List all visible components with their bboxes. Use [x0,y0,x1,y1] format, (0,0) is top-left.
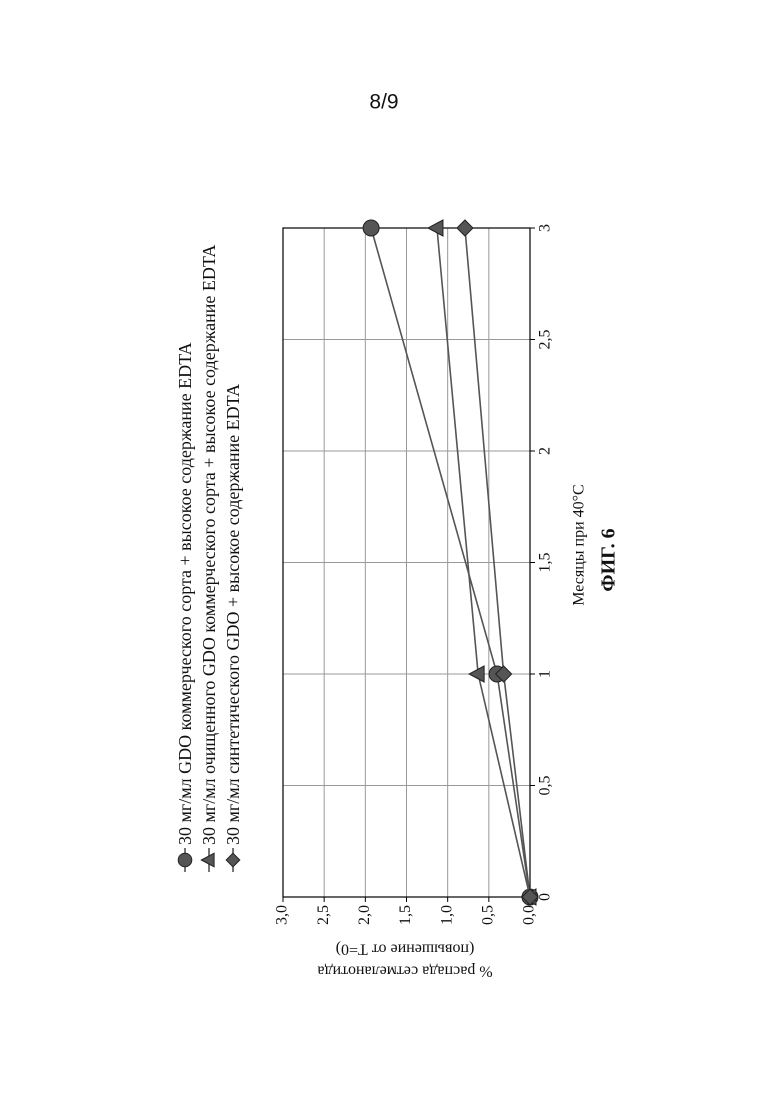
y-tick-label: 1,5 [397,905,414,925]
y-axis-title: (повышение от T=0) [336,940,475,957]
y-tick-label: 3,0 [274,905,291,925]
marker [363,220,379,236]
legend-marker [178,853,192,867]
x-tick-label: 0 [537,893,554,901]
marker [469,666,484,682]
page-canvas: 8/9 Месяцы при 40°С ФИГ. 6 % распада сет… [0,0,780,1103]
y-tick-label: 2,5 [315,905,332,925]
x-tick-label: 0,5 [537,776,554,796]
x-axis-title: Месяцы при 40°С [571,484,588,605]
x-tick-label: 1,5 [537,553,554,573]
legend-box: 30 мг/мл GDO коммерческого сорта + высок… [173,220,245,845]
x-tick-label: 3 [537,224,554,232]
y-axis-title: % распада сетмеланотида [317,962,492,979]
y-tick-label: 0,0 [521,905,538,925]
y-tick-label: 0,5 [480,905,497,925]
figure-label: ФИГ. 6 [598,528,620,591]
x-tick-label: 2 [537,447,554,455]
page-number: 8/9 [369,91,398,114]
legend-marker [201,853,214,867]
page: 8/9 Месяцы при 40°С ФИГ. 6 % распада сет… [0,0,780,1103]
legend-label: 30 мг/мл GDO коммерческого сорта + высок… [173,220,197,845]
chart: Месяцы при 40°С ФИГ. 6 % распада сетмела… [173,220,620,979]
legend-label: 30 мг/мл синтетического GDO + высокое со… [221,220,245,845]
x-tick-label: 2,5 [537,330,554,350]
legend-label: 30 мг/мл очищенного GDO коммерческого со… [197,220,221,845]
legend: 30 мг/мл GDO коммерческого сорта + высок… [173,220,283,845]
x-tick-label: 1 [537,670,554,678]
y-tick-label: 2,0 [356,905,373,925]
marker [428,220,443,236]
marker [457,220,473,236]
y-tick-label: 1,0 [438,905,455,925]
legend-marker [226,853,240,867]
